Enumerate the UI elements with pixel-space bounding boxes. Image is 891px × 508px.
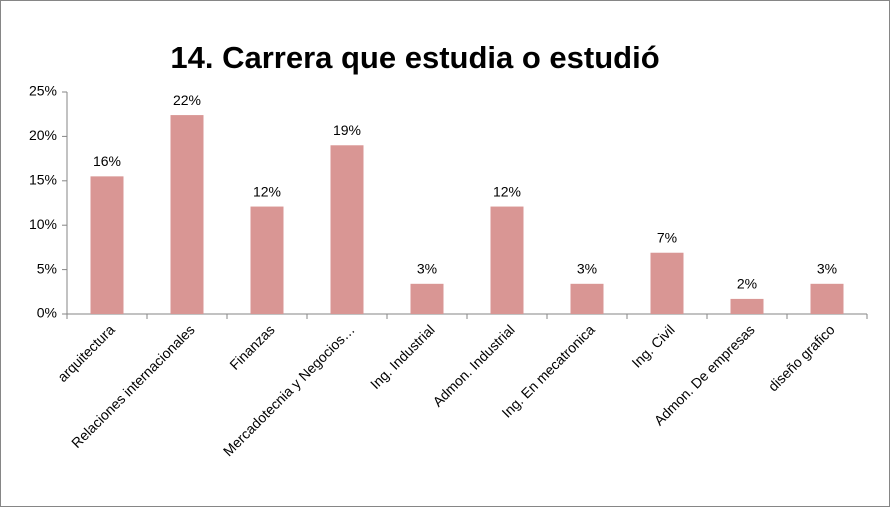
bar: [90, 176, 124, 314]
y-tick-label: 20%: [29, 127, 57, 143]
bar: [250, 206, 284, 314]
y-tick-label: 25%: [29, 83, 57, 99]
data-label: 22%: [173, 92, 201, 108]
bar: [410, 283, 444, 314]
data-label: 12%: [493, 183, 521, 199]
y-tick-label: 15%: [29, 172, 57, 188]
bar: [810, 283, 844, 314]
y-tick-label: 10%: [29, 216, 57, 232]
data-label: 19%: [333, 122, 361, 138]
chart-title: 14. Carrera que estudia o estudió: [170, 40, 659, 75]
y-tick-label: 0%: [37, 305, 57, 321]
data-label: 12%: [253, 183, 281, 199]
data-label: 3%: [577, 261, 597, 277]
data-label: 3%: [417, 261, 437, 277]
data-label: 3%: [817, 261, 837, 277]
y-tick-label: 5%: [37, 260, 57, 276]
bar: [650, 252, 684, 314]
bar: [730, 298, 764, 314]
data-label: 2%: [737, 276, 757, 292]
data-label: 16%: [93, 153, 121, 169]
bar: [170, 115, 204, 314]
data-label: 7%: [657, 229, 677, 245]
bar: [490, 206, 524, 314]
bar: [330, 145, 364, 314]
bar: [570, 283, 604, 314]
